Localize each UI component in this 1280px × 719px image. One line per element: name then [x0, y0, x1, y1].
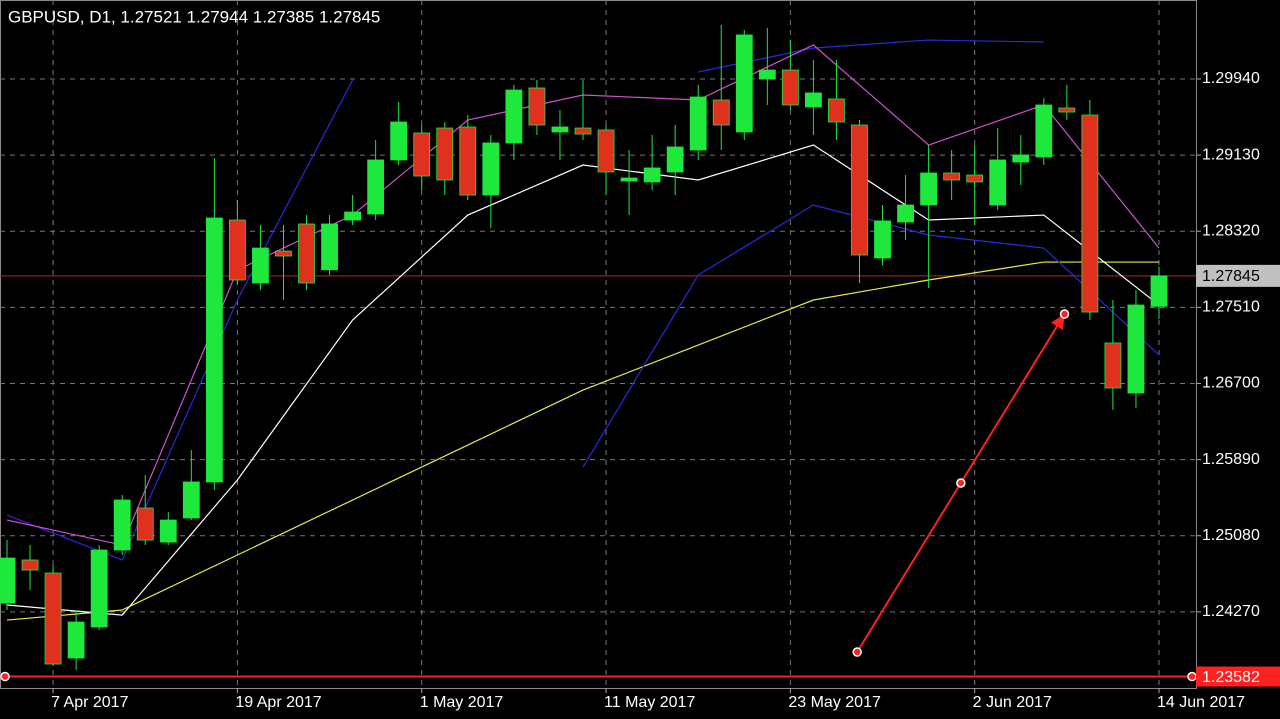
y-tick-label: 1.27510	[1202, 299, 1260, 316]
candle-body	[275, 250, 292, 257]
candle-body	[505, 89, 523, 144]
candle-body	[1150, 275, 1168, 307]
y-tick-label: 1.25890	[1202, 451, 1260, 468]
x-tick-label: 7 Apr 2017	[51, 694, 129, 711]
candle-body	[344, 211, 362, 221]
candle-body	[321, 223, 338, 271]
candle-body	[1081, 114, 1099, 313]
candle-body	[597, 129, 615, 173]
candle-body	[228, 219, 246, 281]
candle-body	[966, 174, 984, 183]
candle-body	[781, 69, 799, 106]
candle-body	[758, 69, 776, 80]
candle-body	[574, 127, 592, 135]
y-tick-label: 1.25080	[1202, 527, 1260, 544]
candle-body	[136, 507, 154, 541]
y-tick-label: 1.28320	[1202, 222, 1260, 239]
candle-body	[620, 177, 638, 182]
y-tick-label: 1.29940	[1202, 70, 1260, 87]
y-tick-label: 1.26700	[1202, 375, 1260, 392]
candle-body	[920, 172, 937, 206]
candle-body	[551, 126, 569, 133]
candle-body	[1127, 304, 1145, 394]
hline-handle	[0, 671, 10, 682]
hline-label-box	[1196, 666, 1280, 687]
arrow-point	[1059, 309, 1070, 319]
hline-handle	[1187, 671, 1197, 682]
hline-label: 1.23582	[1202, 669, 1260, 686]
candle-body	[90, 549, 108, 628]
current-price-box	[1196, 264, 1280, 287]
indicator-line	[698, 39, 1044, 73]
candle-body	[436, 127, 454, 181]
candle-body	[989, 159, 1007, 206]
candle-body	[805, 92, 822, 108]
candle-body	[712, 99, 730, 126]
candle-body	[298, 223, 315, 284]
candle-body	[1012, 154, 1030, 163]
candle-body	[666, 146, 684, 173]
chart-title: GBPUSD, D1, 1.27521 1.27944 1.27385 1.27…	[8, 7, 380, 26]
candle-body	[851, 124, 868, 256]
x-tick-label: 23 May 2017	[788, 694, 881, 711]
candle-body	[367, 159, 385, 215]
candle-body	[1035, 104, 1053, 158]
candle-body	[1058, 107, 1076, 113]
candle-body	[21, 559, 39, 571]
current-price-label: 1.27845	[1202, 268, 1260, 285]
plot-frame	[0, 0, 1197, 689]
x-tick-label: 1 May 2017	[420, 694, 504, 711]
candle-body	[205, 217, 223, 483]
candle-body	[482, 142, 500, 196]
candle-body	[252, 247, 269, 284]
candle-body	[413, 132, 431, 177]
candle-body	[689, 96, 707, 151]
candle-body	[0, 557, 16, 604]
x-tick-label: 14 Jun 2017	[1157, 694, 1245, 711]
candle-body	[897, 204, 914, 223]
indicator-line	[6, 79, 354, 561]
candle-body	[643, 167, 661, 183]
arrow-point	[956, 478, 966, 488]
indicator-line	[6, 261, 1159, 621]
candle-body	[943, 172, 961, 181]
candle-body	[1104, 342, 1122, 389]
candle-body	[182, 481, 200, 519]
y-tick-label: 1.29130	[1202, 146, 1260, 163]
candle-body	[874, 220, 891, 259]
indicator-line	[582, 204, 1160, 468]
candle-body	[459, 126, 477, 196]
x-tick-label: 19 Apr 2017	[235, 694, 321, 711]
candle-body	[113, 499, 131, 551]
candle-body	[159, 519, 177, 543]
candle-body	[735, 34, 753, 133]
candle-body	[528, 87, 546, 126]
y-tick-label: 1.24270	[1202, 603, 1260, 620]
indicator-line	[6, 144, 1160, 616]
candle-body	[390, 121, 408, 161]
x-tick-label: 11 May 2017	[604, 694, 695, 711]
candle-body	[828, 98, 845, 123]
arrow-point	[852, 647, 862, 657]
arrow-head	[1051, 314, 1065, 330]
candle-body	[67, 621, 85, 659]
x-tick-label: 2 Jun 2017	[973, 694, 1052, 711]
candle-body	[44, 572, 62, 665]
